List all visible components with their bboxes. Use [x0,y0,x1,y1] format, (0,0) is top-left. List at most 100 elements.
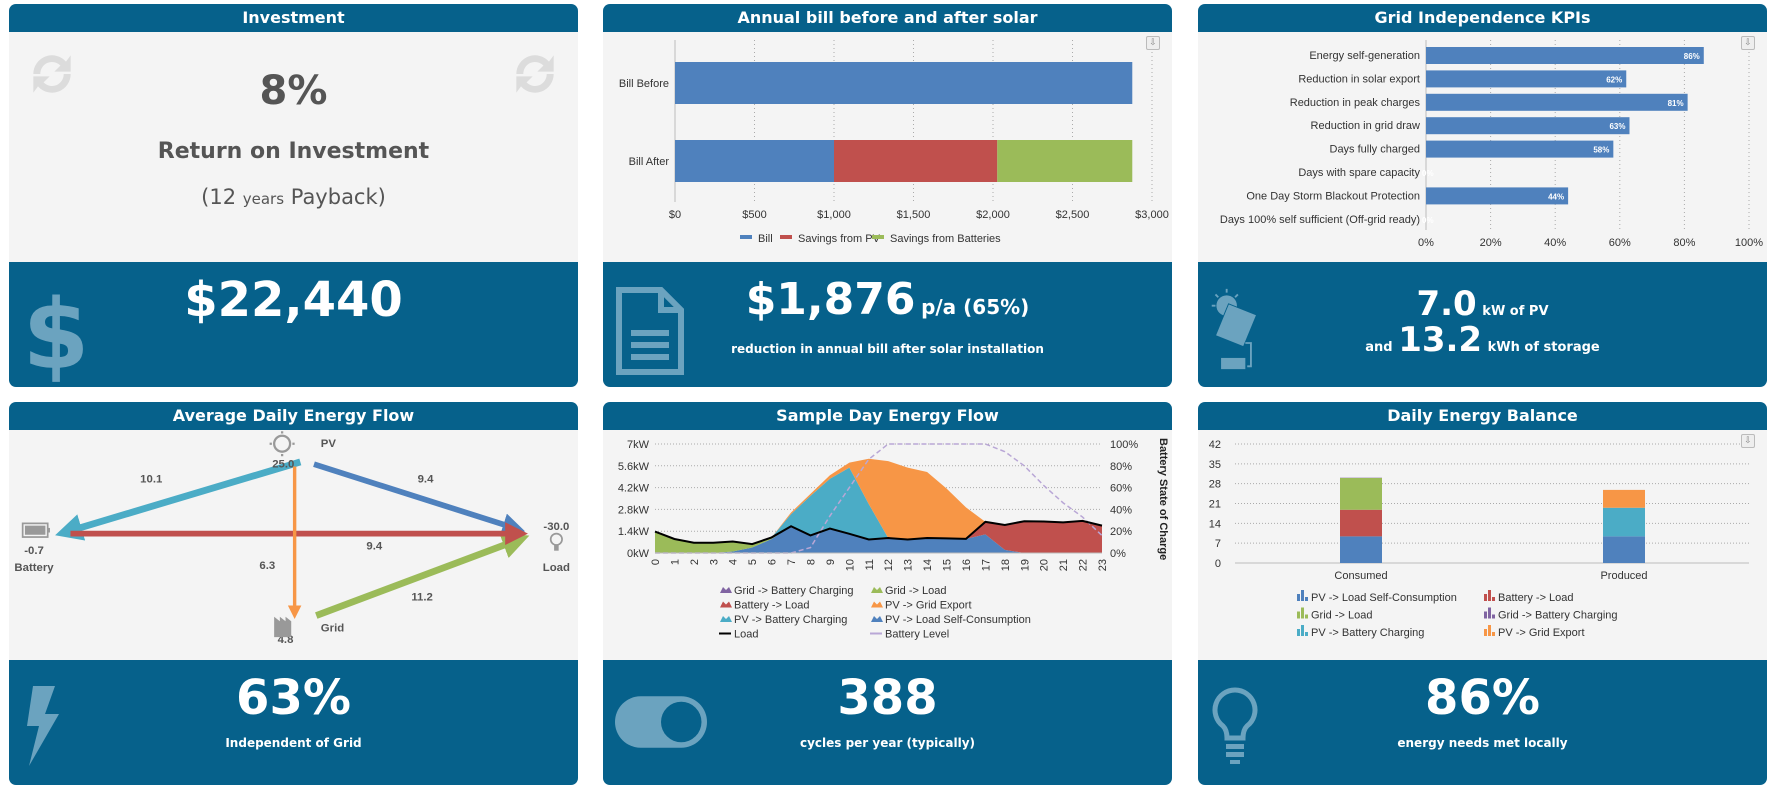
x-tick-label: 8 [805,559,817,565]
data-label: 86% [1684,52,1700,61]
download-icon[interactable]: ⇩ [1146,36,1160,50]
flow-diagram: 10.1 9.4 9.4 6.3 11.2 PV 25.0 -0.7 Batte… [9,430,578,660]
dollar-icon: $ [22,279,90,387]
area-pv-grid-export [655,458,1102,545]
legend-symbol [871,601,883,608]
y2-tick-label: 80% [1110,461,1132,473]
pv-value: 25.0 [272,459,294,471]
flow-value-pv-grid: 6.3 [259,560,275,572]
pv-unit: kW of PV [1482,304,1549,319]
cycles-value: 388 [837,670,938,726]
area-pv-load-self-consumption [655,526,1102,553]
x-tick-label: 60% [1609,237,1631,249]
bar-savings-from-pv [834,140,998,182]
data-label: 58% [1593,146,1609,155]
x-tick-label: $500 [742,209,766,221]
legend-symbol [1297,625,1308,636]
panel-title: Investment [9,4,578,32]
bar-pv-grid-export [1603,489,1645,508]
bar-grid-load [1340,478,1382,510]
refresh-icon [33,55,71,93]
x-tick-label: 0% [1418,237,1434,249]
bar-bill [675,140,834,182]
kpi-summary: 7.0 kW of PV and 13.2 kWh of storage [1198,262,1767,387]
lightbulb-icon [549,532,563,551]
y2-tick-label: 20% [1110,526,1132,538]
payback-years: (12 [201,185,237,209]
x-tick-label: 12 [883,559,895,571]
x-tick-label: 5 [747,559,759,565]
kpi-bar [1426,93,1688,111]
x-tick-label: $2,000 [976,209,1010,221]
legend-symbol [780,235,792,239]
battery-label: Battery [14,562,54,574]
solar-panel-icon [1211,288,1258,370]
load-line [654,519,1103,546]
legend-item: PV -> Load Self-Consumption [1311,592,1457,604]
x-tick-label: 17 [980,559,992,571]
storage-value: 13.2 [1398,320,1483,360]
bar-bill [675,62,1133,104]
investment-summary: $ $22,440 [9,262,578,387]
legend-item: Battery -> Load [1498,592,1574,604]
x-tick-label: 14 [922,559,934,571]
y-tick-label: 2.8kW [618,504,650,516]
legend-item: Battery Level [885,629,949,641]
grid-label: Grid [321,622,344,634]
x-tick-label: 2 [689,559,701,565]
balance-summary: 86% energy needs met locally [1198,660,1767,785]
x-tick-label: 20 [1039,559,1051,571]
bar-battery-load [1340,509,1382,537]
y2-tick-label: 40% [1110,504,1132,516]
x-tick-label: 10 [844,559,856,571]
legend-symbol [720,601,732,608]
download-icon[interactable]: ⇩ [1741,36,1755,50]
category-label: One Day Storm Blackout Protection [1246,190,1420,202]
storage-unit: kWh of storage [1487,340,1600,355]
legend-item: PV -> Battery Charging [1311,627,1424,639]
arrow-pv-load [313,461,526,536]
area-battery-load [655,520,1102,553]
area-pv-battery-charging [655,467,1102,545]
load-value: -30.0 [543,521,569,533]
legend-symbol [720,587,732,593]
x-tick-label: 7 [786,559,798,565]
battery-value: -0.7 [24,545,44,557]
kpi-panel: Grid Independence KPIs ⇩ 0% 20% 40% 60% 80% 1… [1198,4,1767,387]
y-tick-label: 21 [1209,499,1221,511]
flow-diagram-svg: 10.1 9.4 9.4 6.3 11.2 PV 25.0 -0.7 Batte… [14,431,570,646]
x-tick-label: 19 [1019,559,1031,571]
sun-icon [269,431,295,457]
legend-symbol [740,235,752,239]
category-label: Bill Before [619,78,669,90]
pv-capacity: 7.0 kW of PV [1198,284,1767,324]
y2-tick-label: 60% [1110,483,1132,495]
kpi-bar [1426,47,1704,64]
kpi-bar [1426,187,1569,205]
bar-pv-battery-charging [1603,507,1645,537]
legend-item: Load [734,629,758,641]
investment-content: 8% Return on Investment (12 years Paybac… [9,32,578,262]
met-label: energy needs met locally [1397,736,1568,750]
panel-title: Average Daily Energy Flow [9,402,578,430]
x-tick-label: 15 [942,559,954,571]
legend-item: Grid -> Load [1311,610,1372,622]
y-tick-label: 5.6kW [618,461,650,473]
arrow-pv-battery [55,458,302,541]
legend-item: Bill [758,233,773,245]
y-tick-label: 4.2kW [618,483,650,495]
download-icon[interactable]: ⇩ [1741,434,1755,448]
pv-value: 7.0 [1416,284,1477,324]
bar-pv-load-self-consumption [1340,536,1382,563]
balance-chart-area: ⇩ 0 7 14 21 28 35 42 Consumed Produced PV -> Load… [1198,430,1767,660]
flow-value-battery-load: 9.4 [366,541,382,553]
sample-summary: 388 cycles per year (typically) [603,660,1172,785]
roi-label: Return on Investment [157,139,430,164]
battery-icon [21,522,50,538]
y-tick-label: 7 [1215,538,1221,550]
investment-panel: Investment 8% Return on Investment (12 y… [9,4,578,387]
sample-chart: 0kW 0% 1.4kW 20% 2.8kW 40% 4.2kW 60% 5.6kW 80% 7kW… [618,438,1169,641]
legend-symbol [1297,590,1308,601]
x-tick-label: 22 [1078,559,1090,571]
legend-item: Battery -> Load [734,600,810,612]
